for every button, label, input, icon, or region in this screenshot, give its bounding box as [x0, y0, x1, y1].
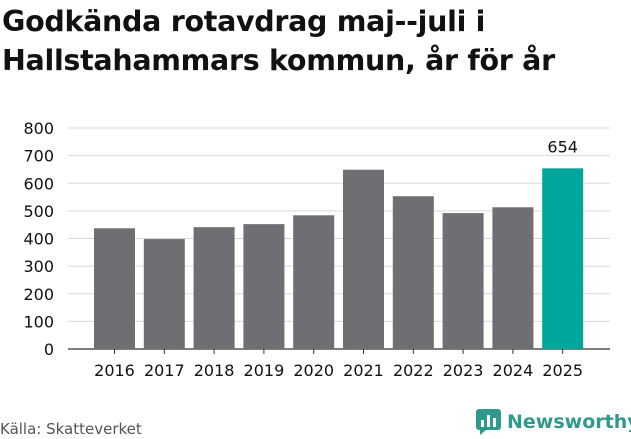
x-tick-label: 2018	[194, 361, 235, 380]
y-tick-label: 0	[44, 340, 54, 359]
y-axis: 0 100 200 300 400 500 600 700 800	[23, 119, 54, 359]
x-tick-label: 2020	[293, 361, 334, 380]
x-tick-label: 2019	[244, 361, 285, 380]
x-tick-label: 2023	[443, 361, 484, 380]
bar-2017	[143, 239, 185, 349]
y-tick-label: 400	[23, 230, 54, 249]
y-tick-label: 500	[23, 202, 54, 221]
y-tick-label: 600	[23, 174, 54, 193]
x-tick-label: 2025	[542, 361, 583, 380]
x-tick-label: 2024	[493, 361, 534, 380]
chart-title: Godkända rotavdrag maj--juli i Hallstaha…	[2, 5, 555, 77]
x-axis: 2016 2017 2018 2019 2020 2021 2022 2023 2024 2025	[94, 349, 583, 380]
y-tick-label: 200	[23, 285, 54, 304]
bar-2019	[243, 224, 285, 349]
x-tick-label: 2017	[144, 361, 185, 380]
bar-2021	[343, 169, 384, 349]
newsworthy-logo-icon	[476, 409, 501, 435]
bar-2024	[492, 207, 534, 349]
bar-2025	[542, 168, 584, 349]
y-tick-label: 700	[23, 147, 54, 166]
bar-2020	[293, 215, 335, 349]
y-tick-label: 800	[23, 119, 54, 138]
bar-2018	[193, 227, 235, 349]
brand-logo: Newsworthy	[476, 409, 631, 435]
bar-2016	[94, 228, 135, 349]
x-tick-label: 2021	[343, 361, 384, 380]
data-labels: 654	[547, 137, 578, 156]
y-tick-label: 300	[23, 257, 54, 276]
x-tick-label: 2022	[393, 361, 434, 380]
bar-2022	[392, 196, 434, 349]
y-tick-label: 100	[23, 312, 54, 331]
data-label: 654	[547, 137, 578, 156]
source-note: Källa: Skatteverket	[0, 420, 142, 438]
bar-2023	[442, 213, 484, 349]
brand-name: Newsworthy	[507, 411, 631, 433]
x-tick-label: 2016	[94, 361, 135, 380]
bars	[94, 168, 584, 349]
